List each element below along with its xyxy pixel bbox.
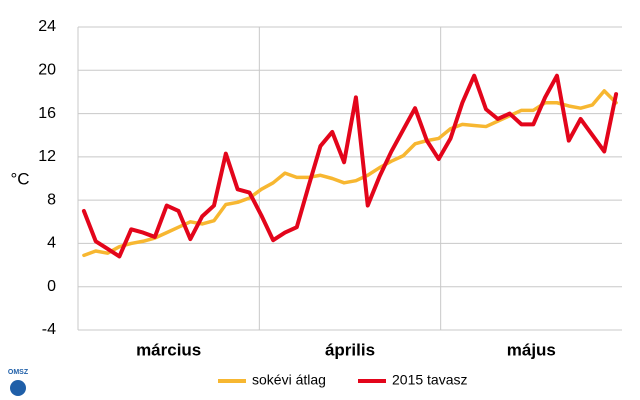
y-tick-label: 8 [47, 191, 56, 208]
y-tick-label: -4 [42, 321, 56, 338]
month-label: május [507, 340, 556, 359]
logo-mark [10, 380, 26, 396]
y-tick-label: 24 [38, 18, 56, 35]
series-line [82, 89, 618, 258]
month-label: április [325, 340, 375, 359]
y-tick-label: 12 [38, 148, 56, 165]
logo-text: OMSZ [8, 369, 29, 376]
y-tick-label: 0 [47, 278, 56, 295]
y-tick-label: 16 [38, 105, 56, 122]
y-tick-label: 4 [47, 235, 56, 252]
y-tick-label: 20 [38, 62, 56, 79]
month-label: március [136, 340, 201, 359]
logo: OMSZ [8, 369, 29, 396]
y-axis-label: °C [10, 169, 29, 188]
legend-label: sokévi átlag [252, 372, 326, 388]
legend-label: 2015 tavasz [392, 372, 468, 388]
series-line [81, 73, 619, 259]
